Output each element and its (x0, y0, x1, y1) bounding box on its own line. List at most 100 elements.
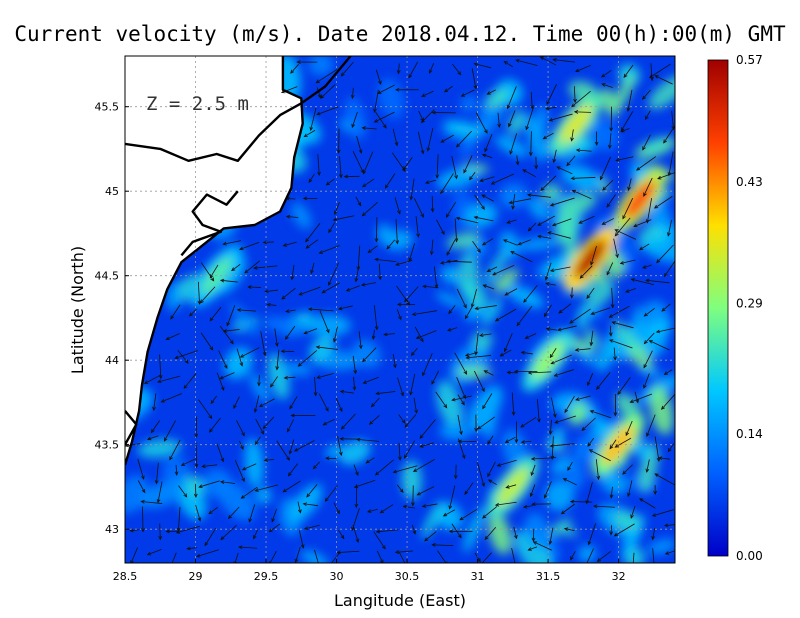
velocity-arrow (289, 396, 298, 410)
velocity-arrow (661, 303, 671, 312)
velocity-arrow (614, 437, 632, 448)
velocity-arrow (505, 484, 517, 489)
velocity-arrow (375, 529, 399, 534)
velocity-arrow (199, 286, 216, 304)
velocity-arrow (186, 546, 197, 551)
velocity-arrow (299, 530, 305, 549)
velocity-arrow (290, 264, 295, 281)
velocity-feature (623, 180, 656, 220)
velocity-arrow (370, 397, 380, 408)
velocity-arrow (481, 238, 494, 246)
velocity-patch (229, 301, 260, 336)
velocity-arrow (506, 219, 517, 224)
velocity-arrow (515, 59, 538, 66)
velocity-arrow (396, 63, 401, 75)
velocity-arrow (654, 473, 675, 486)
velocity-arrow (392, 128, 399, 147)
velocity-arrow (545, 327, 558, 331)
velocity-patch (482, 297, 502, 326)
velocity-patch (455, 366, 493, 378)
velocity-arrow (236, 308, 256, 312)
velocity-arrow (146, 549, 162, 556)
velocity-arrow (586, 287, 595, 300)
velocity-arrow (606, 262, 614, 276)
velocity-patch (300, 550, 329, 563)
velocity-arrow (415, 215, 420, 238)
velocity-arrow (570, 129, 574, 142)
velocity-arrow (622, 464, 633, 475)
velocity-arrow (522, 504, 534, 509)
x-tick-label: 31 (471, 570, 485, 583)
velocity-patch (441, 265, 459, 284)
velocity-patch (537, 254, 573, 278)
velocity-arrow (482, 393, 493, 410)
velocity-arrow (163, 420, 176, 442)
velocity-arrow (531, 502, 552, 506)
velocity-arrow (392, 354, 397, 369)
velocity-arrow (377, 84, 395, 95)
velocity-arrow (160, 393, 183, 403)
velocity-arrow (371, 329, 376, 341)
velocity-patch (502, 429, 527, 468)
velocity-arrow (238, 545, 258, 550)
velocity-arrow (571, 189, 592, 200)
velocity-arrow (333, 502, 340, 515)
velocity-arrow (608, 339, 633, 349)
velocity-arrow (609, 486, 614, 499)
velocity-patch (460, 95, 478, 113)
x-tick-label: 32 (612, 570, 626, 583)
velocity-arrow (657, 172, 675, 180)
velocity-arrow (253, 265, 278, 270)
velocity-arrow (362, 347, 377, 363)
velocity-arrow (463, 155, 473, 174)
velocity-arrow (276, 440, 290, 461)
velocity-arrow (528, 131, 533, 157)
velocity-arrow (345, 285, 360, 292)
velocity-arrow (545, 106, 557, 111)
velocity-arrow (410, 348, 418, 356)
velocity-arrow (282, 241, 297, 247)
velocity-patch (544, 480, 575, 511)
velocity-arrow (663, 128, 674, 144)
velocity-arrow (394, 197, 401, 215)
velocity-arrow (475, 112, 488, 134)
colorbar-ramp (707, 59, 729, 557)
velocity-arrow (421, 90, 434, 97)
velocity-patch (224, 347, 253, 379)
velocity-arrow (457, 394, 465, 406)
velocity-arrow (464, 307, 473, 320)
velocity-arrow (499, 349, 512, 357)
velocity-arrow (509, 133, 518, 155)
velocity-arrow (440, 134, 454, 143)
velocity-arrow (497, 112, 501, 129)
velocity-arrow (653, 485, 658, 496)
velocity-arrow (180, 458, 196, 466)
velocity-arrow (188, 308, 197, 317)
velocity-arrow (549, 197, 575, 207)
velocity-arrow (542, 132, 554, 140)
velocity-arrow (156, 481, 163, 504)
velocity-arrow (209, 264, 219, 279)
velocity-arrow (625, 420, 633, 437)
y-tick-label: 45.5 (95, 101, 120, 114)
plot-frame (124, 55, 676, 564)
velocity-patch (421, 500, 444, 539)
velocity-arrow (469, 171, 476, 181)
colorbar-tick-label: 0.43 (736, 175, 763, 189)
velocity-arrow (557, 325, 577, 332)
velocity-arrow (309, 107, 317, 132)
velocity-arrow (420, 109, 435, 124)
velocity-arrow (456, 288, 467, 309)
velocity-arrow (643, 177, 653, 197)
velocity-arrow (275, 349, 280, 371)
velocity-arrow (596, 372, 611, 390)
velocity-arrow (274, 328, 279, 347)
velocity-arrow (472, 241, 481, 253)
velocity-arrow (451, 395, 472, 402)
velocity-arrow (537, 234, 552, 239)
velocity-arrow (642, 134, 651, 151)
velocity-arrow (623, 64, 634, 79)
colorbar-tick-label: 0.57 (736, 53, 763, 67)
velocity-arrow (288, 439, 295, 455)
velocity-patch (587, 280, 614, 308)
